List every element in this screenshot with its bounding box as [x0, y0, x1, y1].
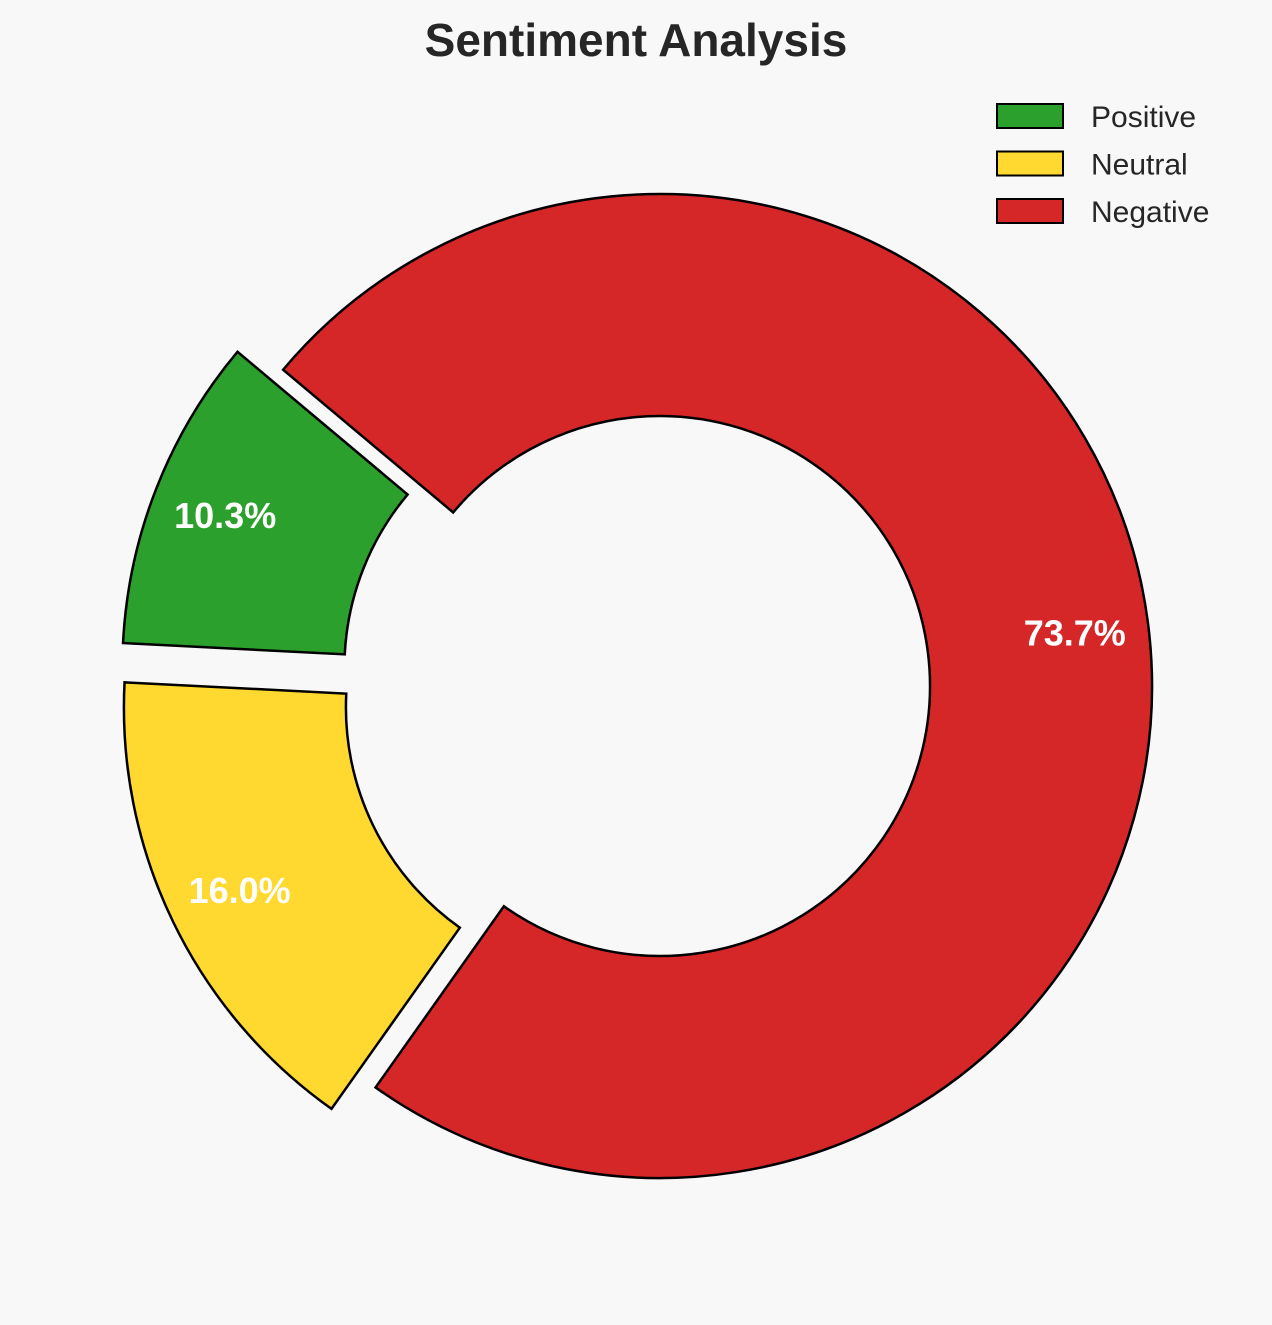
slices	[121, 192, 1154, 1180]
slice-positive	[121, 350, 410, 656]
legend-swatch-neutral	[996, 150, 1064, 177]
legend: Positive Neutral Negative	[996, 101, 1209, 229]
pct-labels: 10.3% 16.0% 73.7%	[174, 495, 1126, 911]
legend-label-neutral: Neutral	[1091, 149, 1188, 182]
legend-swatch-positive	[996, 103, 1064, 129]
slice-neutral	[122, 681, 462, 1111]
legend-swatch-negative	[996, 198, 1064, 224]
slice-negative	[281, 192, 1154, 1180]
pct-label-neutral: 16.0%	[189, 870, 291, 911]
pct-label-positive: 10.3%	[174, 495, 276, 536]
legend-label-positive: Positive	[1091, 101, 1196, 134]
pct-label-negative: 73.7%	[1024, 613, 1126, 654]
legend-label-negative: Negative	[1091, 196, 1209, 229]
chart-title: Sentiment Analysis	[425, 14, 848, 66]
